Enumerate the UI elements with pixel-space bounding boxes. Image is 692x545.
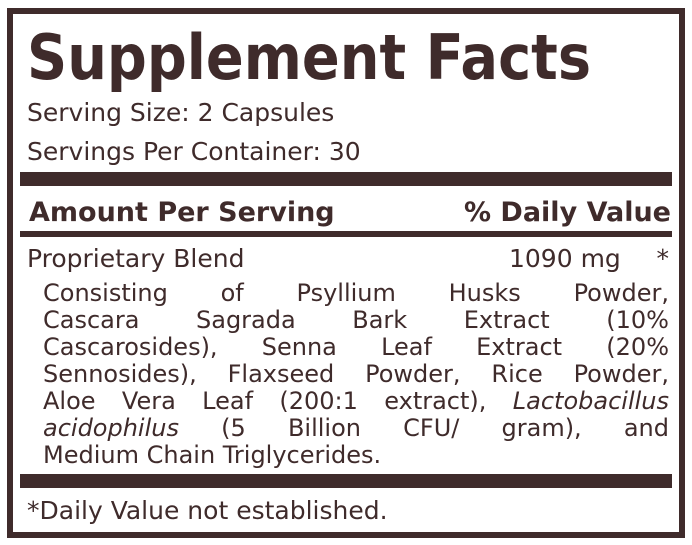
column-header: Amount Per Serving % Daily Value [29,197,671,228]
ingredient-line: acidophilus (5 Billion CFU/ gram), and [43,415,669,442]
blend-amount: 1090 mg [509,244,621,273]
blend-daily-value: * [656,244,670,273]
blend-row: Proprietary Blend 1090 mg * [27,244,669,273]
ingredient-line: Aloe Vera Leaf (200:1 extract), Lactobac… [43,388,669,415]
ingredient-line: Consisting of Psyllium Husks Powder, [43,280,669,307]
footnote: *Daily Value not established. [27,496,388,525]
blend-ingredients: Consisting of Psyllium Husks Powder, Casc… [43,280,669,469]
ingredient-line: Cascarosides), Senna Leaf Extract (20% [43,334,669,361]
ingredient-text: Aloe Vera Leaf (200:1 extract), [43,387,513,415]
thick-divider-bottom [20,474,672,488]
thick-divider [20,172,672,186]
ingredient-text: Cascara Sagrada Bark Extract (10% [43,306,669,334]
ingredient-text: Medium Chain Triglycerides. [43,441,382,469]
blend-name: Proprietary Blend [27,244,245,273]
daily-value-header: % Daily Value [463,197,671,228]
ingredient-text: Cascarosides), Senna Leaf Extract (20% [43,333,669,361]
ingredient-text: Sennosides), Flaxseed Powder, Rice Powde… [43,360,669,388]
ingredient-line: Sennosides), Flaxseed Powder, Rice Powde… [43,361,669,388]
ingredient-line: Medium Chain Triglycerides. [43,442,669,469]
ingredient-line: Cascara Sagrada Bark Extract (10% [43,307,669,334]
servings-per-container: Servings Per Container: 30 [27,137,361,166]
amount-per-serving-header: Amount Per Serving [29,197,335,228]
panel-title: Supplement Facts [27,21,592,94]
supplement-facts-panel: Supplement Facts Serving Size: 2 Capsule… [7,8,685,538]
thin-divider [20,231,672,237]
ingredient-text-italic: Lactobacillus [512,387,669,415]
serving-size: Serving Size: 2 Capsules [27,98,335,127]
ingredient-text-italic: acidophilus [43,414,179,442]
ingredient-text: (5 Billion CFU/ gram), and [178,414,669,442]
ingredient-text: Consisting of Psyllium Husks Powder, [43,279,669,307]
